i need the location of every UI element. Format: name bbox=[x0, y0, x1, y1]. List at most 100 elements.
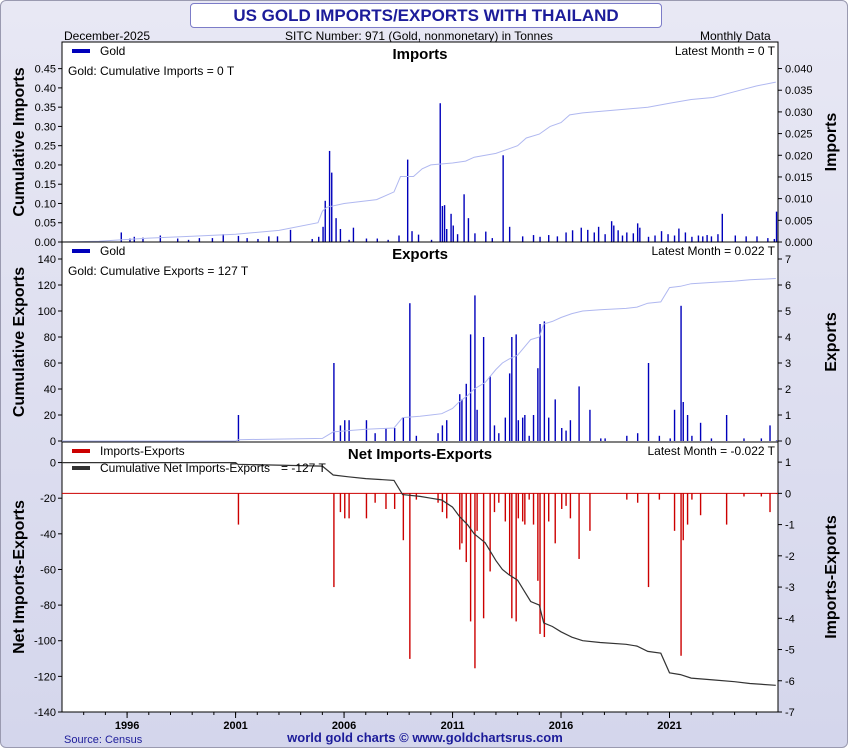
data-bar bbox=[328, 150, 331, 242]
data-bar bbox=[636, 493, 639, 503]
data-bar bbox=[463, 194, 465, 242]
data-bar bbox=[437, 433, 439, 441]
left-axis-title: Cumulative Imports bbox=[11, 67, 28, 216]
data-bar bbox=[639, 227, 641, 242]
right-tick-label: -7 bbox=[785, 707, 795, 719]
latest-month-label: Latest Month = -0.022 T bbox=[647, 444, 775, 458]
data-bar bbox=[669, 438, 671, 441]
data-bar bbox=[658, 493, 661, 500]
right-tick-label: 0.040 bbox=[785, 64, 813, 76]
right-tick-label: 4 bbox=[785, 332, 791, 344]
latest-month-label: Latest Month = 0 T bbox=[675, 44, 776, 58]
data-bar bbox=[352, 227, 355, 242]
right-tick-label: 6 bbox=[785, 280, 791, 292]
data-bar bbox=[621, 235, 624, 242]
data-bar bbox=[120, 232, 122, 242]
data-bar bbox=[344, 493, 346, 519]
data-bar bbox=[348, 493, 350, 519]
data-bar bbox=[504, 493, 507, 522]
data-bar bbox=[469, 334, 472, 441]
data-bar bbox=[658, 435, 661, 441]
data-bar bbox=[446, 228, 448, 242]
data-bar bbox=[365, 238, 368, 242]
legend-swatch bbox=[72, 449, 90, 453]
data-bar bbox=[268, 236, 270, 242]
right-axis-title: Imports bbox=[823, 113, 840, 172]
data-bar bbox=[365, 493, 368, 519]
left-tick-label: 0.10 bbox=[35, 198, 56, 210]
data-bar bbox=[717, 234, 719, 242]
data-bar bbox=[775, 493, 778, 495]
data-bar bbox=[725, 493, 728, 525]
left-axis-title: Cumulative Exports bbox=[11, 267, 28, 417]
left-tick-label: 140 bbox=[38, 254, 56, 266]
data-bar bbox=[673, 235, 676, 242]
cumulative-line bbox=[62, 462, 776, 686]
data-bar bbox=[539, 493, 541, 634]
data-bar bbox=[482, 493, 485, 619]
data-bar bbox=[409, 303, 411, 441]
data-bar bbox=[511, 493, 513, 619]
right-tick-label: 7 bbox=[785, 254, 791, 266]
data-bar bbox=[524, 493, 526, 525]
right-tick-label: -1 bbox=[785, 520, 795, 532]
data-bar bbox=[647, 236, 650, 242]
data-bar bbox=[521, 236, 524, 242]
data-bar bbox=[539, 236, 541, 242]
x-tick-label: 2006 bbox=[332, 720, 356, 732]
data-bar bbox=[508, 493, 511, 575]
data-bar bbox=[385, 428, 387, 441]
data-bar bbox=[660, 231, 663, 242]
data-bar bbox=[626, 232, 628, 242]
data-bar bbox=[474, 493, 476, 669]
data-bar bbox=[441, 493, 444, 513]
data-bar bbox=[348, 239, 350, 242]
data-bar bbox=[393, 493, 396, 509]
data-bar bbox=[678, 228, 680, 242]
data-bar bbox=[508, 373, 511, 441]
left-tick-label: 0 bbox=[50, 458, 56, 470]
data-bar bbox=[548, 417, 550, 441]
data-bar bbox=[597, 226, 600, 242]
data-bar bbox=[517, 420, 520, 441]
left-tick-label: 0.20 bbox=[35, 160, 56, 172]
data-bar bbox=[393, 428, 396, 441]
data-bar bbox=[474, 233, 476, 242]
x-tick-label: 2011 bbox=[441, 720, 465, 732]
data-bar bbox=[322, 226, 324, 242]
data-bar bbox=[318, 236, 320, 242]
data-bar bbox=[489, 493, 491, 572]
data-bar bbox=[682, 402, 684, 441]
data-bar bbox=[571, 230, 574, 242]
right-tick-label: 0.030 bbox=[785, 107, 813, 119]
left-tick-label: 120 bbox=[38, 280, 56, 292]
legend-label: Gold bbox=[100, 244, 125, 258]
data-bar bbox=[476, 493, 478, 531]
data-bar bbox=[767, 238, 769, 242]
data-bar bbox=[339, 425, 342, 441]
data-bar bbox=[339, 493, 342, 513]
data-bar bbox=[365, 420, 368, 441]
data-bar bbox=[446, 493, 448, 519]
data-bar bbox=[632, 233, 635, 242]
data-bar bbox=[600, 438, 602, 441]
data-bar bbox=[159, 235, 162, 242]
x-tick-label: 2001 bbox=[223, 720, 247, 732]
data-bar bbox=[504, 417, 507, 441]
data-bar bbox=[667, 234, 669, 242]
data-bar bbox=[565, 430, 567, 441]
data-bar bbox=[578, 493, 580, 559]
right-tick-label: 0 bbox=[785, 436, 791, 448]
data-bar bbox=[450, 213, 452, 242]
panel-title: Net Imports-Exports bbox=[348, 446, 492, 463]
left-tick-label: 100 bbox=[38, 306, 56, 318]
data-bar bbox=[417, 234, 420, 242]
data-bar bbox=[734, 235, 737, 242]
cumulative-line bbox=[61, 81, 776, 243]
cumulative-label: Gold: Cumulative Exports = 127 T bbox=[68, 264, 249, 278]
legend-swatch-cumulative bbox=[72, 466, 90, 470]
data-bar bbox=[543, 321, 546, 441]
legend-label-cumulative: Cumulative Net Imports-Exports bbox=[100, 461, 270, 475]
data-bar bbox=[437, 493, 439, 503]
